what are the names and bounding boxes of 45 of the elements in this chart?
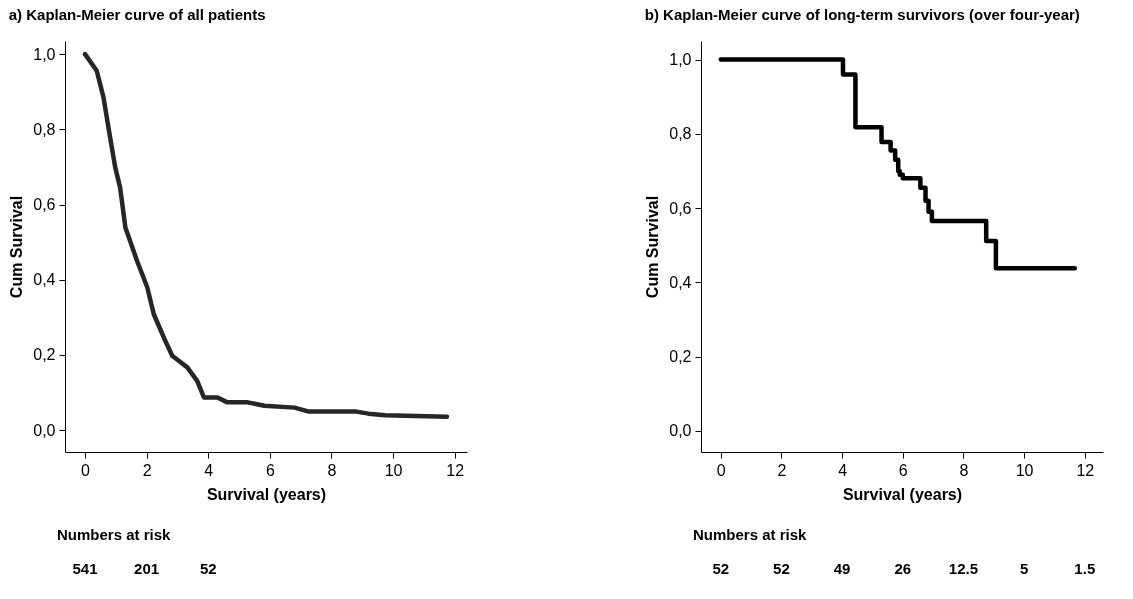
text: 5 bbox=[1019, 560, 1029, 577]
text: 26 bbox=[894, 560, 912, 577]
y-tick-label: 0,6 bbox=[669, 199, 692, 217]
text: 12.5 bbox=[948, 560, 979, 577]
x-tick-label: 0 bbox=[81, 461, 91, 479]
x-tick-label: 8 bbox=[327, 461, 337, 479]
y-tick-label: 0,0 bbox=[33, 421, 56, 439]
x-tick-label: 2 bbox=[777, 461, 787, 479]
text: 541 bbox=[72, 560, 98, 577]
y-tick-label: 1,0 bbox=[669, 51, 692, 69]
y-tick-label: 0,8 bbox=[669, 125, 692, 143]
y-tick-label: 0,0 bbox=[669, 422, 692, 440]
x-tick-label: 10 bbox=[384, 461, 403, 479]
text: 49 bbox=[833, 560, 851, 577]
x-tick-label: 10 bbox=[1015, 461, 1034, 479]
x-tick-label: 4 bbox=[204, 461, 214, 479]
y-axis-title: Cum Survival bbox=[8, 195, 26, 299]
y-tick-label: 0,4 bbox=[33, 271, 56, 289]
x-tick-label: 6 bbox=[265, 461, 275, 479]
y-tick-label: 1,0 bbox=[33, 45, 56, 63]
x-tick-label: 12 bbox=[446, 461, 465, 479]
y-tick-label: 0,4 bbox=[669, 273, 692, 291]
y-axis-title: Cum Survival bbox=[644, 195, 662, 299]
y-tick-label: 0,6 bbox=[33, 196, 56, 214]
y-tick-label: 0,2 bbox=[33, 346, 56, 364]
y-tick-label: 0,2 bbox=[669, 348, 692, 366]
text: 52 bbox=[712, 560, 730, 577]
text: 52 bbox=[199, 560, 217, 577]
x-tick-label: 12 bbox=[1076, 461, 1095, 479]
x-tick-label: 0 bbox=[716, 461, 726, 479]
x-axis-title: Survival (years) bbox=[842, 485, 963, 503]
x-tick-label: 6 bbox=[898, 461, 908, 479]
line-series bbox=[82, 51, 450, 419]
chart-title: a) Kaplan-Meier curve of all patients bbox=[8, 6, 266, 23]
x-axis-title: Survival (years) bbox=[206, 485, 327, 503]
text: Numbers at risk bbox=[693, 526, 808, 543]
chart-title: b) Kaplan-Meier curve of long-term survivors (over four-year) bbox=[644, 6, 1080, 23]
y-tick-label: 0,8 bbox=[33, 120, 56, 138]
x-tick-label: 4 bbox=[838, 461, 848, 479]
text: 201 bbox=[134, 560, 160, 577]
x-tick-label: 8 bbox=[959, 461, 969, 479]
x-tick-label: 2 bbox=[142, 461, 152, 479]
text: Numbers at risk bbox=[57, 526, 172, 543]
text: 1.5 bbox=[1074, 560, 1096, 577]
text: 52 bbox=[773, 560, 790, 577]
